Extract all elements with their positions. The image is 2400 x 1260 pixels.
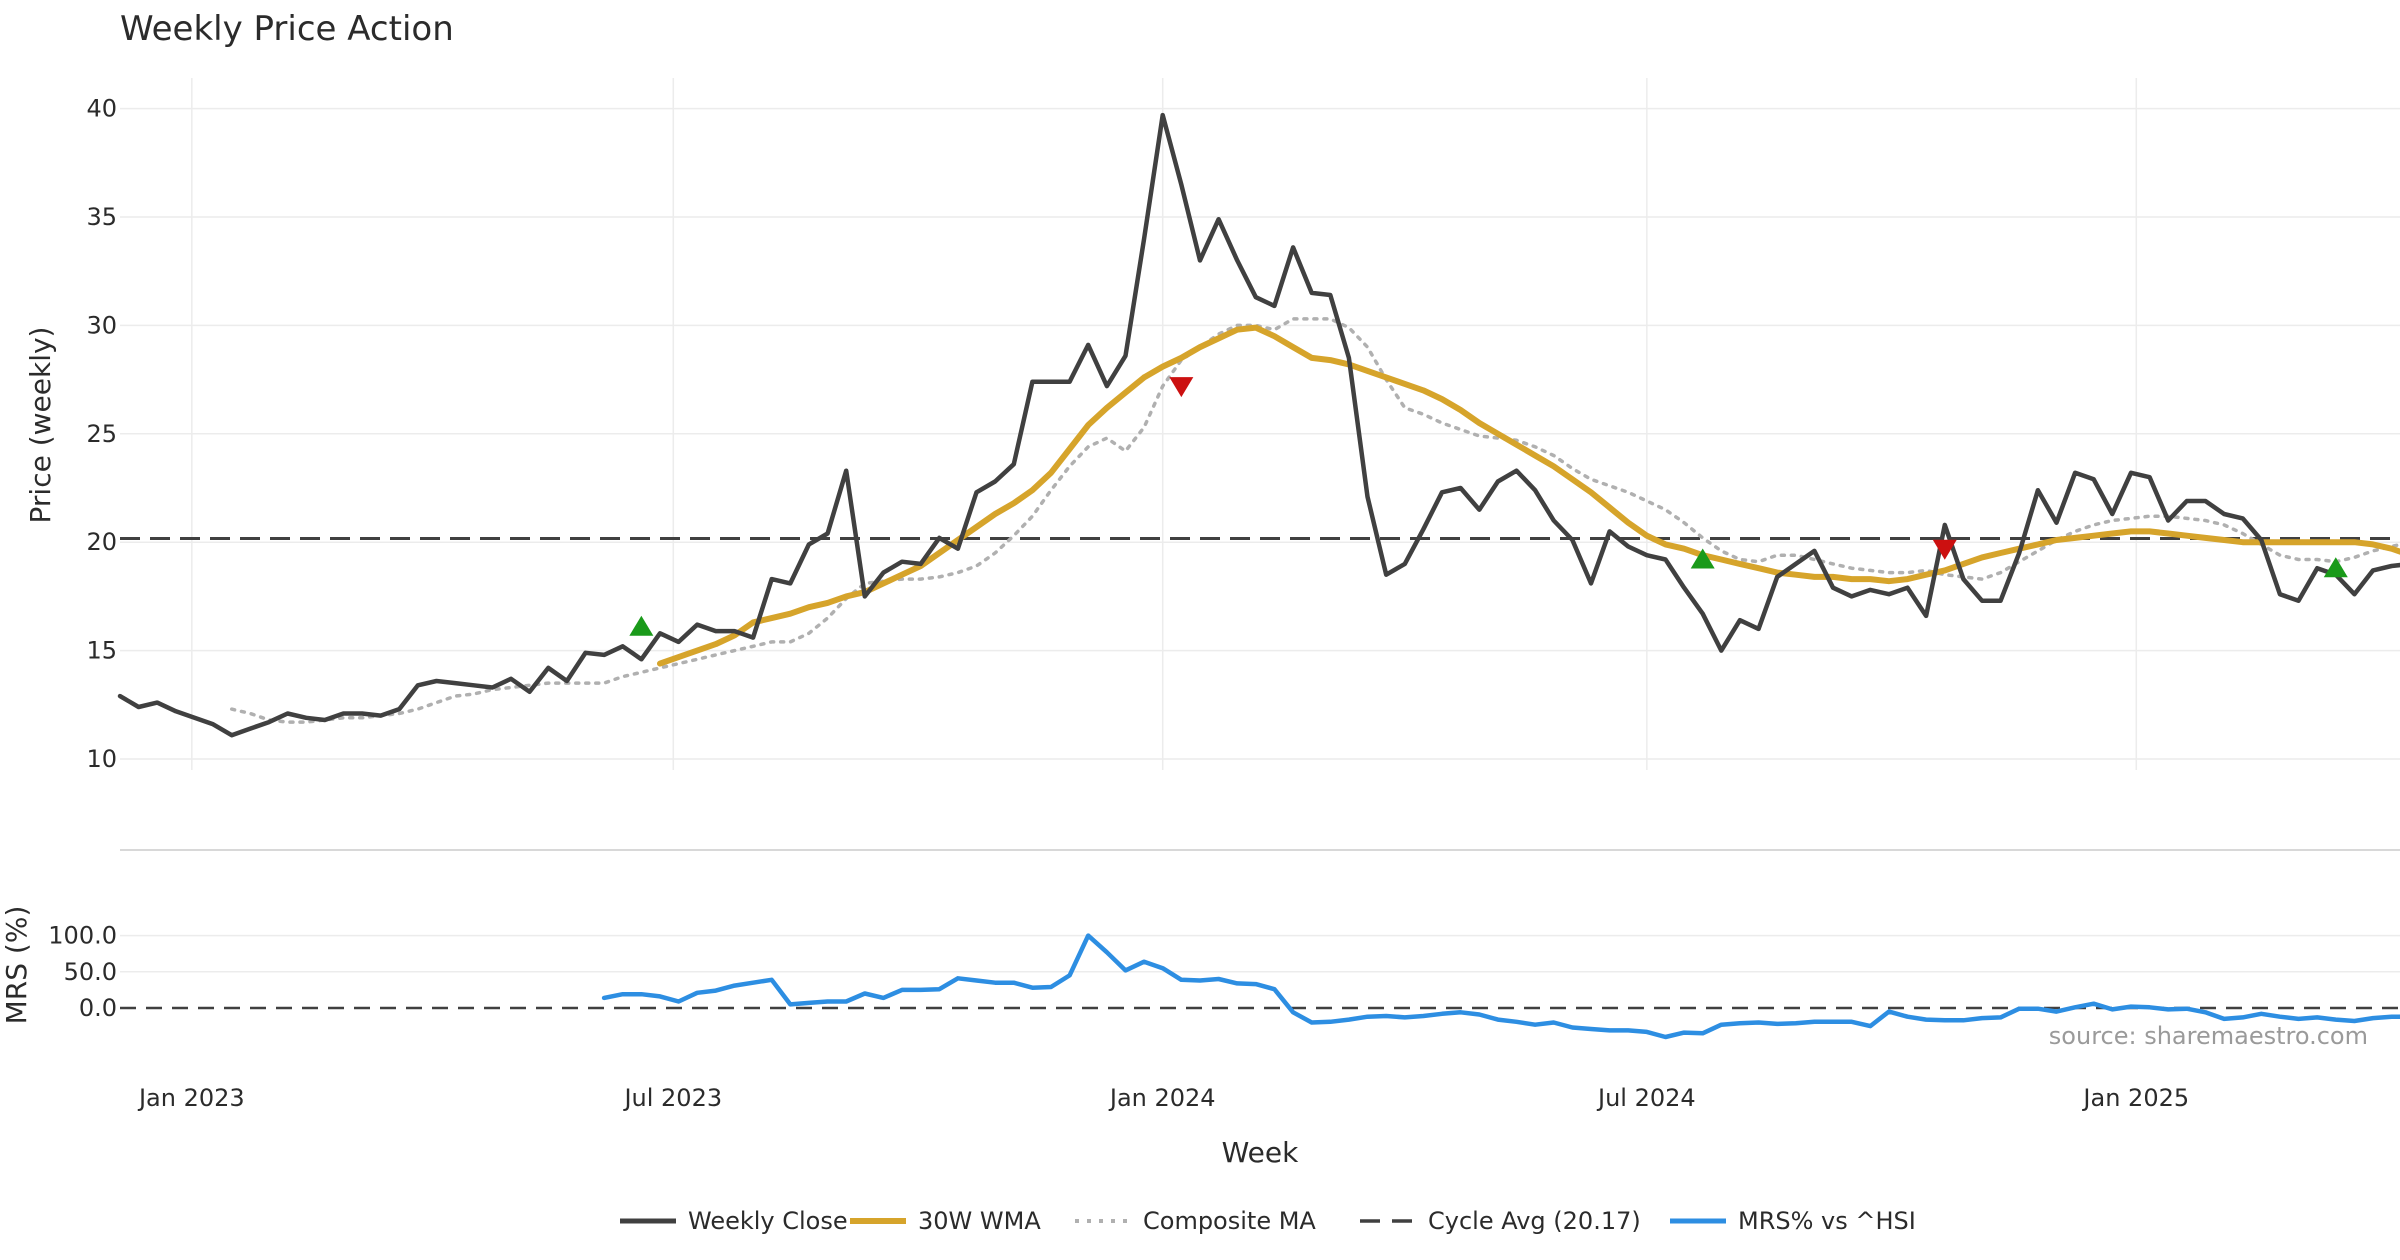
price-y-tick-label-0: 10: [86, 745, 117, 773]
legend: Weekly Close 30W WMA Composite MA Cycle Avg…: [620, 1207, 1916, 1235]
buy-signal-marker-2: [1690, 548, 1715, 569]
x-axis-ticks: Jan 2023 Jul 2023 Jan 2024 Jul 2024 Jan 2025…: [137, 1084, 2189, 1112]
mrs-gridlines: [120, 849, 2400, 973]
price-y-ticks: 10 15 20 25 30 35 40: [86, 95, 117, 773]
legend-label-4: MRS% vs ^HSI: [1738, 1207, 1916, 1235]
cycle-avg-line-group: [120, 537, 2400, 1010]
series-line-weekly-close: [117, 112, 2400, 738]
legend-label-1: 30W WMA: [918, 1207, 1041, 1235]
legend-label-2: Composite MA: [1143, 1207, 1316, 1235]
mrs-series-group: [601, 933, 2400, 1040]
price-y-tick-label-4: 30: [86, 311, 117, 339]
series-line-30w-wma: [657, 324, 2400, 667]
price-y-tick-label-5: 35: [86, 203, 117, 231]
buy-signal-marker-4: [2323, 557, 2348, 578]
x-tick-label-3: Jul 2024: [1596, 1084, 1696, 1112]
x-tick-label-4: Jan 2025: [2081, 1084, 2189, 1112]
chart-title: Weekly Price Action: [120, 9, 454, 49]
mrs-y-ticks: 0.0 50.0 100.0: [48, 922, 117, 1022]
x-tick-label-2: Jan 2024: [1108, 1084, 1216, 1112]
mrs-y-tick-label-2: 100.0: [48, 922, 117, 950]
mrs-y-axis-label: MRS (%): [0, 906, 33, 1025]
source-credit: source: sharemaestro.com: [2049, 1022, 2368, 1050]
series-line-composite-ma: [229, 317, 2400, 724]
price-y-tick-label-1: 15: [86, 637, 117, 665]
sell-signal-marker-3: [1932, 539, 1957, 560]
price-gridlines: [120, 78, 2400, 770]
sell-signal-marker-1: [1169, 377, 1194, 398]
mrs-y-tick-label-1: 50.0: [64, 958, 117, 986]
x-axis-label: Week: [1222, 1136, 1299, 1169]
buy-signal-marker-0: [629, 615, 654, 636]
price-series-group: [117, 112, 2400, 738]
signal-markers: [629, 377, 2348, 636]
price-y-axis-label: Price (weekly): [24, 327, 57, 524]
series-line-mrs-vs-hsi: [601, 933, 2400, 1040]
price-y-tick-label-2: 20: [86, 528, 117, 556]
x-tick-label-1: Jul 2023: [622, 1084, 722, 1112]
price-y-tick-label-6: 40: [86, 95, 117, 123]
mrs-y-tick-label-0: 0.0: [79, 994, 117, 1022]
x-tick-label-0: Jan 2023: [137, 1084, 245, 1112]
legend-label-0: Weekly Close: [688, 1207, 848, 1235]
price-y-tick-label-3: 25: [86, 420, 117, 448]
legend-label-3: Cycle Avg (20.17): [1428, 1207, 1641, 1235]
